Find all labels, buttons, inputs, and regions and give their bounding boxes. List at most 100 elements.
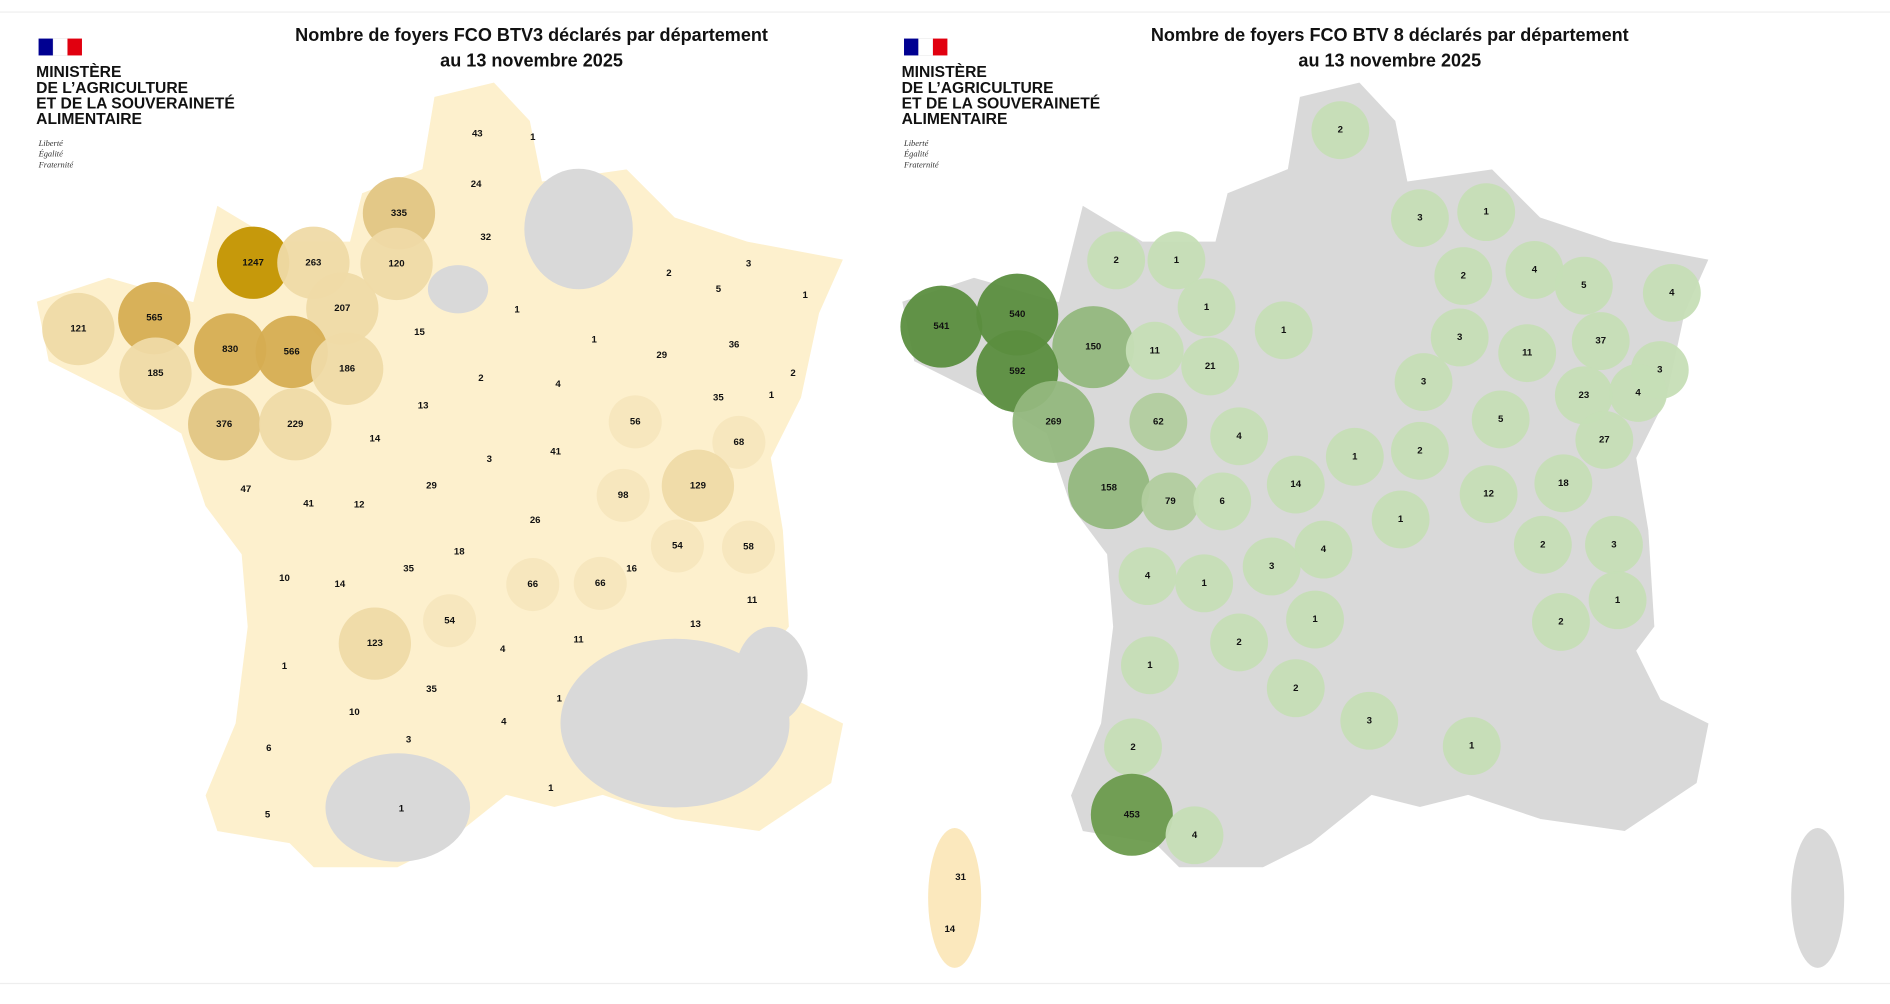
department-area [306,272,379,345]
department-area [216,226,290,299]
department-count: 3 [487,454,492,465]
department-area [1090,773,1173,856]
motto-line: Fraternité [903,160,940,170]
department-area [1129,392,1188,451]
map-title: Nombre de foyers FCO BTV 8 déclarés par … [1151,25,1629,45]
department-count: 158 [1101,483,1118,494]
department-count: 207 [334,303,350,314]
department-count: 376 [216,419,232,430]
department-count: 35 [713,392,724,403]
department-area [1532,592,1590,651]
department-count: 5 [716,284,722,295]
department-count: 4 [500,644,506,655]
logo-line: ALIMENTAIRE [36,111,142,128]
map-title: Nombre de foyers FCO BTV3 déclarés par d… [295,25,768,45]
department-area [259,388,332,461]
department-count: 37 [1595,336,1606,347]
department-area [1141,472,1200,531]
department-area [661,449,735,522]
department-count: 12 [1483,489,1494,500]
motto-line: Fraternité [38,160,75,170]
corsica [928,828,982,968]
department-area [1390,421,1449,480]
department-area [1457,183,1516,242]
department-area [188,388,261,461]
department-count: 47 [241,484,252,495]
department-count: 24 [471,179,482,190]
department-area [1147,231,1206,290]
department-area [310,332,384,405]
department-count: 3 [1421,377,1426,388]
department-count: 13 [418,401,429,412]
department-count: 2 [1113,255,1118,266]
department-area [1294,520,1353,579]
department-count: 540 [1009,309,1025,320]
department-area [1498,324,1557,383]
department-count: 10 [349,707,360,718]
department-area [976,273,1059,356]
department-area [1371,490,1430,549]
logo-line: ET DE LA SOUVERAINETÉ [36,93,235,112]
department-area [1340,691,1399,750]
department-count: 3 [1269,561,1274,572]
department-count: 3 [746,259,751,270]
department-count: 68 [734,437,745,448]
department-count: 1 [1352,451,1358,462]
department-area [608,395,662,449]
department-count: 1 [1469,741,1475,752]
department-area [1181,337,1240,396]
department-count: 14 [335,579,346,590]
department-count: 269 [1045,416,1061,427]
department-count: 1 [1398,514,1404,525]
department-count: 66 [595,578,606,589]
department-area [338,607,412,680]
department-count: 13 [690,619,701,630]
department-count: 3 [1611,539,1616,550]
map-title: au 13 novembre 2025 [440,50,623,70]
department-count: 43 [472,128,483,139]
department-count: 5 [1498,414,1504,425]
department-count: 335 [391,208,408,219]
department-count: 2 [1558,616,1563,627]
department-area [1177,278,1236,337]
department-area [1266,659,1325,718]
logo-line: ALIMENTAIRE [902,111,1008,128]
department-count: 1 [592,334,598,345]
department-area [1642,263,1701,322]
flag-blue [38,38,54,56]
motto-line: Égalité [38,149,65,159]
department-count: 3 [1417,213,1422,224]
department-area [722,520,776,574]
motto-line: Égalité [903,149,930,159]
department-area [1104,718,1162,777]
department-count: 35 [403,563,414,574]
department-area [1430,308,1489,367]
department-area [1585,515,1643,574]
department-count: 5 [1581,280,1587,291]
department-count: 1 [557,694,563,705]
department-count: 29 [656,350,667,361]
department-count: 1 [769,390,775,401]
department-area [1125,321,1184,380]
department-count: 4 [501,717,507,728]
department-count: 4 [1192,830,1198,841]
department-count: 6 [1220,496,1225,507]
department-area [1588,571,1647,630]
department-area [1120,636,1179,695]
department-area [1575,411,1634,469]
flag-red [932,38,948,56]
department-count: 2 [790,368,795,379]
corsica [1791,828,1845,968]
department-count: 62 [1153,416,1164,427]
no-case-area [325,753,471,862]
department-count: 3 [1457,332,1462,343]
department-area [1325,427,1384,486]
flag-blue [904,38,919,56]
department-count: 592 [1009,366,1025,377]
department-area [596,468,650,522]
department-count: 1247 [242,257,263,268]
department-count: 4 [1635,387,1641,398]
department-count: 11 [747,595,758,606]
